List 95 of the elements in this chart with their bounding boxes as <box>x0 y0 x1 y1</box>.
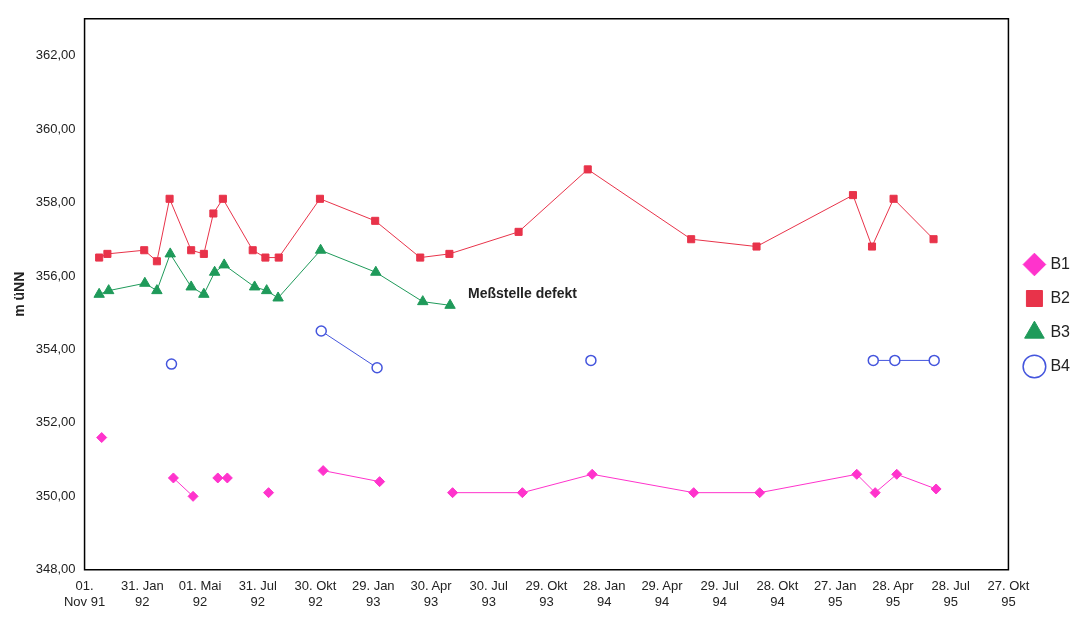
x-tick-label: 28. Okt 94 <box>756 578 799 609</box>
y-axis-title: m üNN <box>11 271 28 317</box>
point <box>185 280 197 291</box>
point <box>218 258 230 269</box>
point <box>208 265 221 276</box>
point <box>371 216 380 225</box>
y-tick-label: 356,00 <box>35 267 76 283</box>
point <box>848 191 858 200</box>
point <box>889 194 898 203</box>
point <box>209 209 218 218</box>
point <box>198 287 210 298</box>
point <box>248 280 261 291</box>
legend-label: B1 <box>1050 254 1071 272</box>
point <box>314 243 327 254</box>
point <box>416 253 425 262</box>
point <box>315 194 325 203</box>
point <box>140 246 149 255</box>
x-tick-label: 29. Okt 93 <box>525 578 568 609</box>
point <box>165 358 178 370</box>
y-tick-label: 352,00 <box>35 414 76 430</box>
point <box>851 468 863 480</box>
point <box>583 165 592 174</box>
point <box>187 246 196 255</box>
point <box>272 291 284 302</box>
point <box>167 472 179 484</box>
x-tick-label: 29. Jul 94 <box>700 578 739 609</box>
x-tick-label: 29. Apr 94 <box>641 578 684 609</box>
x-tick-label: 31. Jan 92 <box>120 578 164 609</box>
point <box>929 235 938 244</box>
point <box>218 194 227 203</box>
point <box>139 276 151 287</box>
point <box>374 476 386 488</box>
point <box>752 242 761 251</box>
x-tick-label: 27. Jan 95 <box>813 578 857 609</box>
point <box>585 354 597 367</box>
legend-label: B3 <box>1050 322 1071 340</box>
point <box>445 249 454 258</box>
point <box>315 325 327 337</box>
x-tick-label: 30. Apr 93 <box>410 578 453 609</box>
point <box>370 265 382 276</box>
point <box>688 487 700 499</box>
legend-label: B4 <box>1050 356 1071 374</box>
point <box>867 242 877 251</box>
point <box>187 490 199 502</box>
point <box>261 253 270 262</box>
annotation: Meßstelle defekt <box>467 285 578 302</box>
point <box>754 487 766 499</box>
y-tick-label: 354,00 <box>35 340 76 356</box>
y-tick-label: 358,00 <box>35 194 76 210</box>
x-tick-label: 01. Mai 92 <box>178 578 222 609</box>
y-tick-label: 350,00 <box>35 487 76 503</box>
point <box>263 487 275 499</box>
x-tick-label: 28. Jan 94 <box>582 578 626 609</box>
point <box>93 287 105 298</box>
y-tick-label: 360,00 <box>35 120 76 136</box>
point <box>164 247 176 258</box>
point <box>317 465 329 477</box>
point <box>687 235 696 244</box>
point <box>274 253 283 262</box>
point <box>212 472 224 484</box>
x-tick-label: 29. Jan 93 <box>351 578 395 609</box>
point <box>260 284 273 295</box>
x-tick-label: 27. Okt 95 <box>987 578 1030 609</box>
legend-label: B2 <box>1050 288 1071 306</box>
point <box>516 487 528 499</box>
point <box>95 253 104 262</box>
point <box>221 472 233 484</box>
point <box>586 468 598 480</box>
point <box>151 284 163 295</box>
point <box>447 487 459 499</box>
point <box>514 227 523 236</box>
point <box>96 432 108 444</box>
point <box>165 194 174 203</box>
point <box>869 487 881 499</box>
point <box>199 249 208 258</box>
y-tick-label: 348,00 <box>35 561 76 577</box>
point <box>371 362 383 374</box>
point <box>103 249 112 258</box>
x-tick-label: 01. Nov 91 <box>63 578 106 609</box>
x-tick-label: 30. Jul 93 <box>469 578 509 609</box>
point <box>867 354 880 367</box>
point <box>248 246 257 255</box>
point <box>152 257 161 266</box>
point <box>928 354 940 367</box>
point <box>930 483 942 495</box>
x-tick-label: 28. Jul 95 <box>931 578 970 609</box>
x-tick-label: 28. Apr 95 <box>872 578 915 609</box>
x-tick-label: 30. Okt 92 <box>294 578 337 609</box>
point <box>417 295 429 306</box>
y-tick-label: 362,00 <box>35 47 76 63</box>
point <box>891 468 903 480</box>
point <box>889 354 901 367</box>
x-tick-label: 31. Jul 92 <box>238 578 278 609</box>
point <box>444 298 456 309</box>
point <box>102 284 115 295</box>
